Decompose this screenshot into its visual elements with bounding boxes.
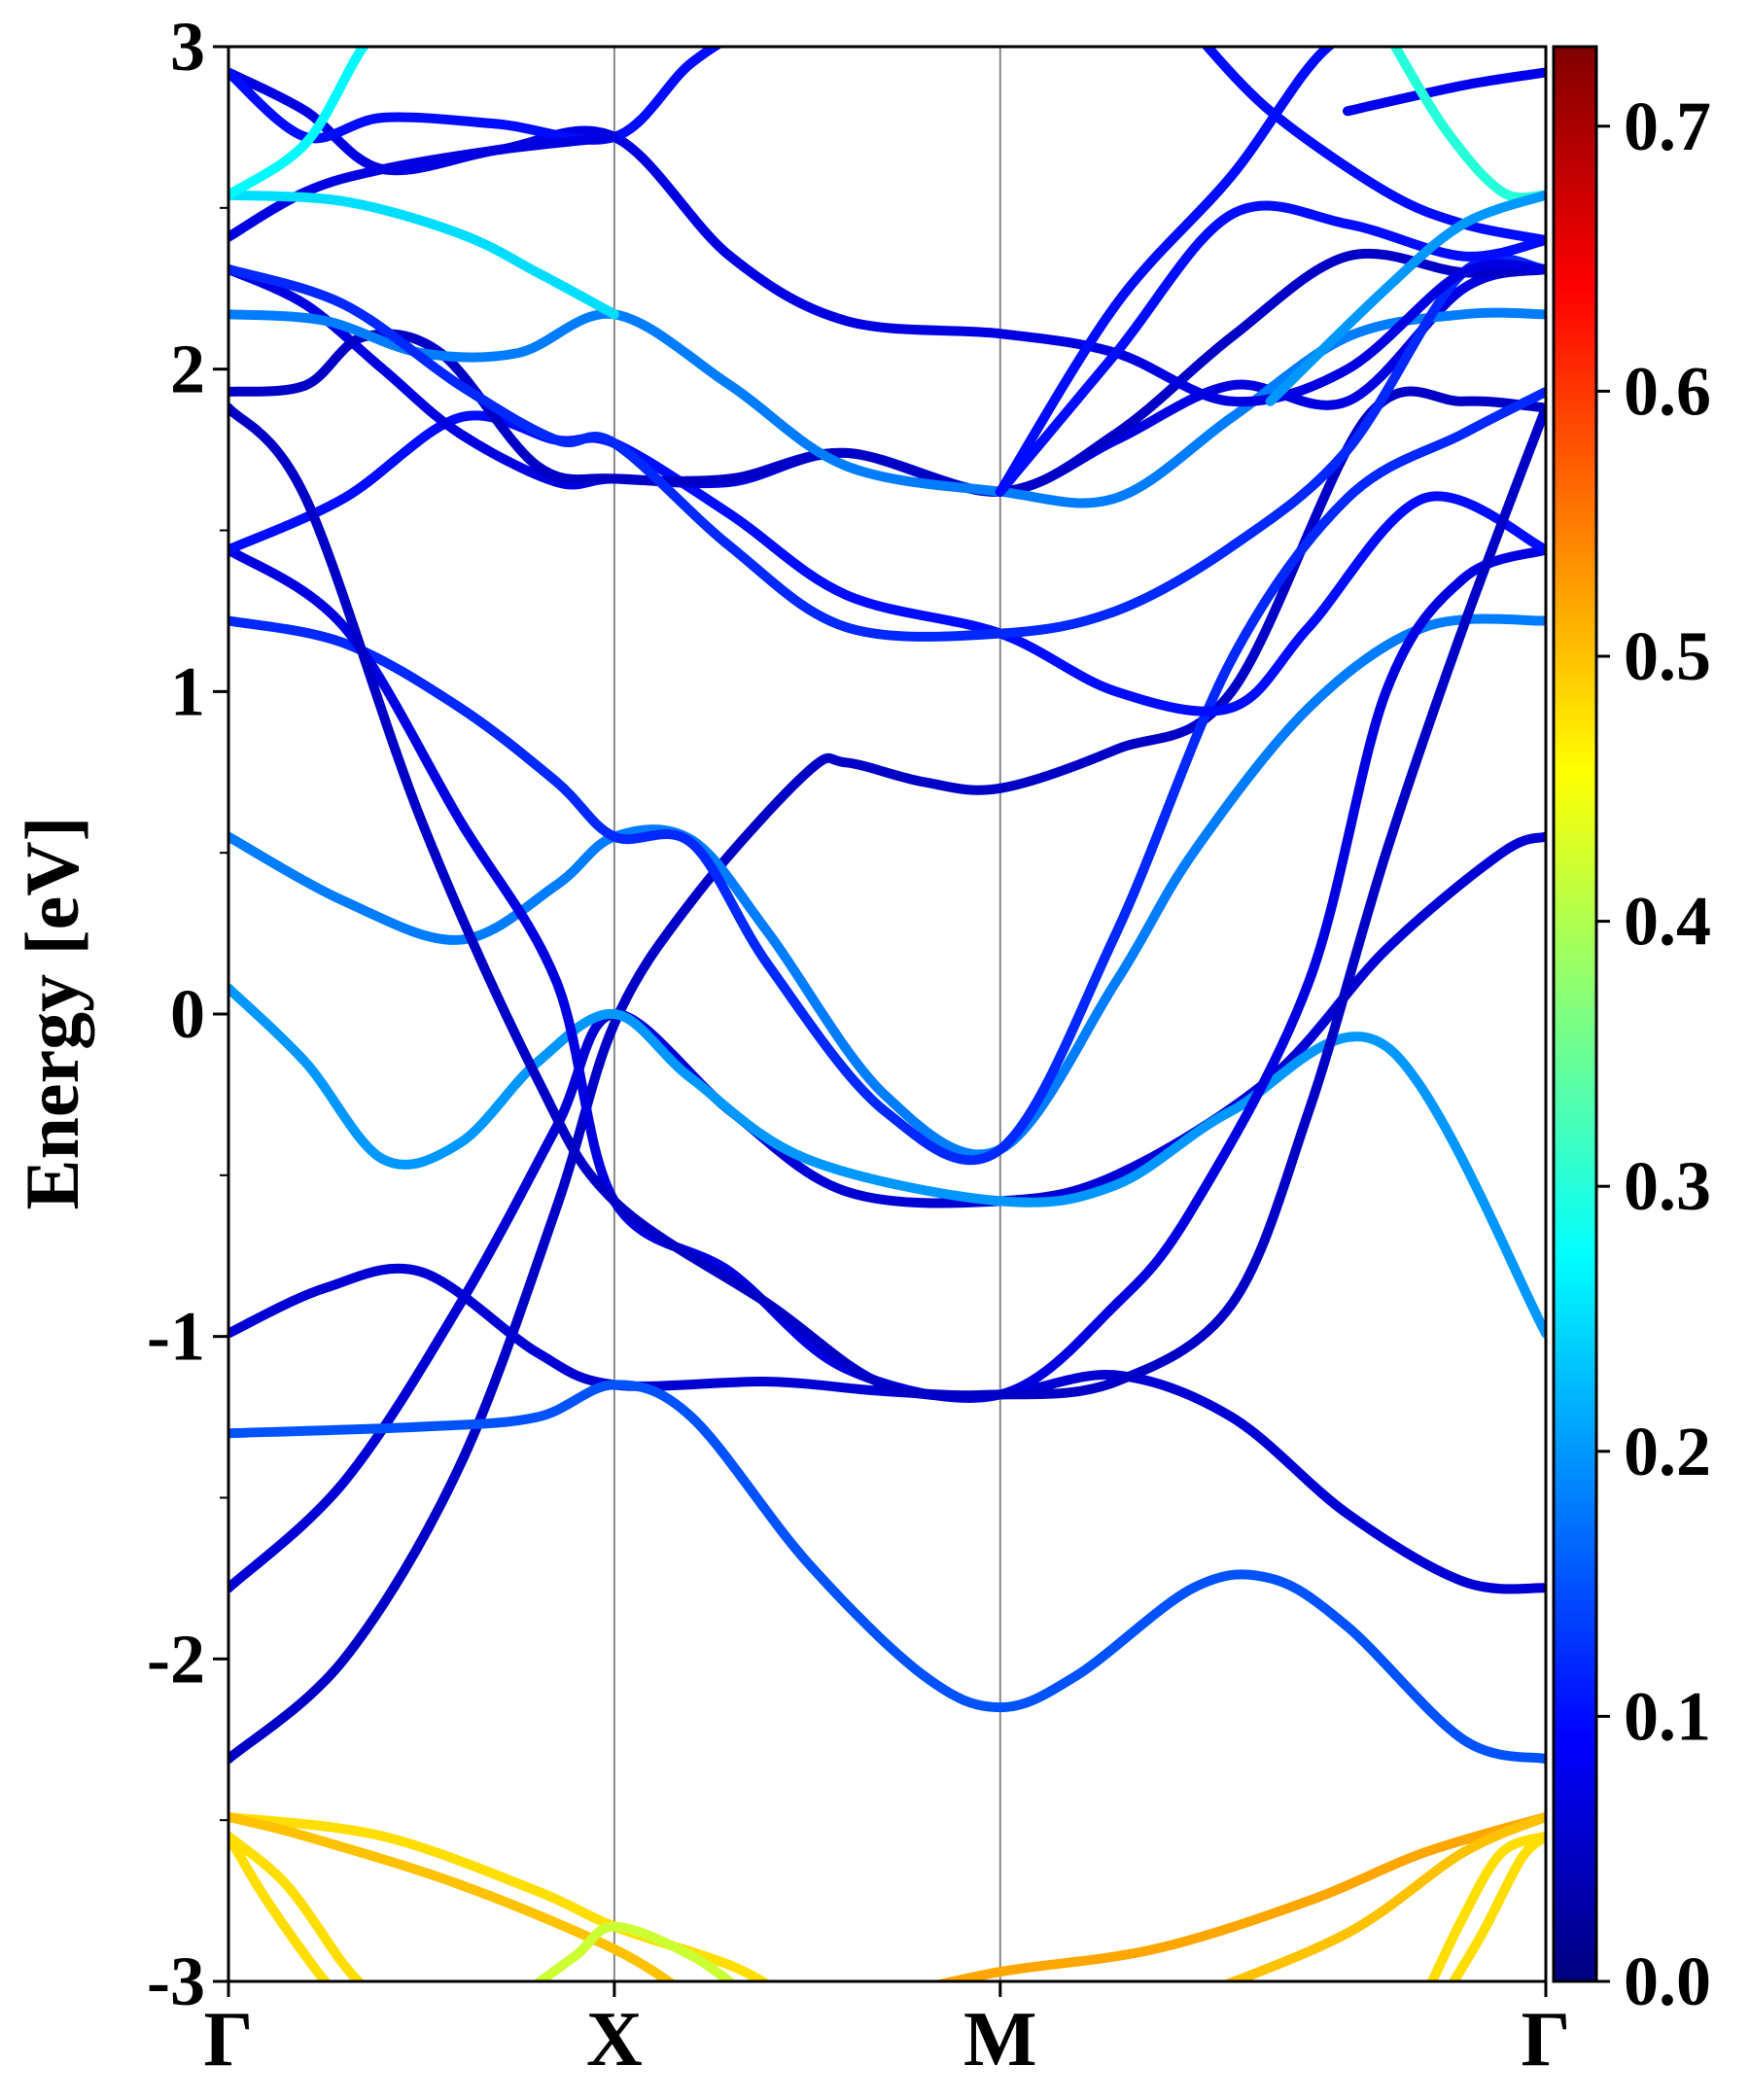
band-31 [1220, 1811, 1546, 1981]
colorbar-tick-label: 0.0 [1624, 1942, 1711, 2020]
band-17 [995, 47, 1337, 497]
band-12 [228, 307, 1546, 508]
band-13 [228, 253, 1546, 642]
colorbar-tick-label: 0.2 [1624, 1413, 1711, 1490]
colorbar [1552, 45, 1598, 1983]
colorbar-tick-label: 0.6 [1624, 352, 1711, 430]
band-18 [1201, 47, 1546, 245]
colorbar-tick-label: 0.4 [1624, 883, 1711, 961]
y-tick-label: 3 [170, 8, 205, 86]
y-tick-label: 0 [170, 975, 205, 1053]
y-tick-label: -3 [147, 1942, 205, 2020]
band-3 [228, 1380, 1546, 1765]
band-33 [1448, 1831, 1546, 1981]
band-5 [228, 613, 1546, 1160]
band-23 [1389, 47, 1546, 203]
band-26 [228, 1811, 678, 1981]
x-tick-label: Γ [1522, 1997, 1571, 2082]
band-2 [228, 1263, 1546, 1594]
bands-layer [228, 47, 1546, 1981]
colorbar-tick-label: 0.3 [1624, 1147, 1711, 1225]
band-9 [228, 402, 1546, 1401]
band-1 [228, 831, 1546, 1593]
colorbar-tick-label: 0.5 [1624, 617, 1711, 695]
band-22 [1343, 67, 1546, 117]
band-8 [228, 410, 1546, 717]
y-axis-label: Energy [eV] [10, 816, 94, 1209]
colorbar-ticks: 0.0 0.1 0.2 0.3 0.4 0.5 0.6 0.7 [1596, 88, 1711, 2020]
x-tick-label: M [963, 1997, 1037, 2082]
band-6 [228, 386, 1546, 1166]
band-30 [930, 1811, 1546, 1981]
band-32 [1426, 1831, 1546, 1981]
y-tick-label: -2 [147, 1620, 205, 1698]
x-tick-label: X [586, 1997, 643, 2082]
x-tick-label: Γ [204, 1997, 254, 2082]
band-15 [228, 47, 724, 145]
colorbar-tick-label: 0.1 [1624, 1677, 1711, 1755]
y-ticks: 3 2 1 0 -1 -2 -3 [147, 8, 228, 2020]
band-4 [228, 983, 1546, 1339]
y-tick-label: 2 [170, 331, 205, 408]
band-25 [228, 1811, 772, 1981]
y-tick-label: -1 [147, 1298, 205, 1376]
band-20 [228, 190, 619, 320]
band-0 [228, 386, 1546, 1765]
band-21 [228, 47, 370, 200]
band-29 [532, 1921, 737, 1981]
band-24 [1265, 190, 1546, 406]
colorbar-tick-label: 0.7 [1624, 88, 1711, 165]
y-tick-label: 1 [170, 652, 205, 730]
band-27 [228, 1831, 366, 1981]
band-16 [995, 200, 1546, 497]
band-28 [228, 1831, 332, 1981]
band-19 [228, 131, 619, 242]
